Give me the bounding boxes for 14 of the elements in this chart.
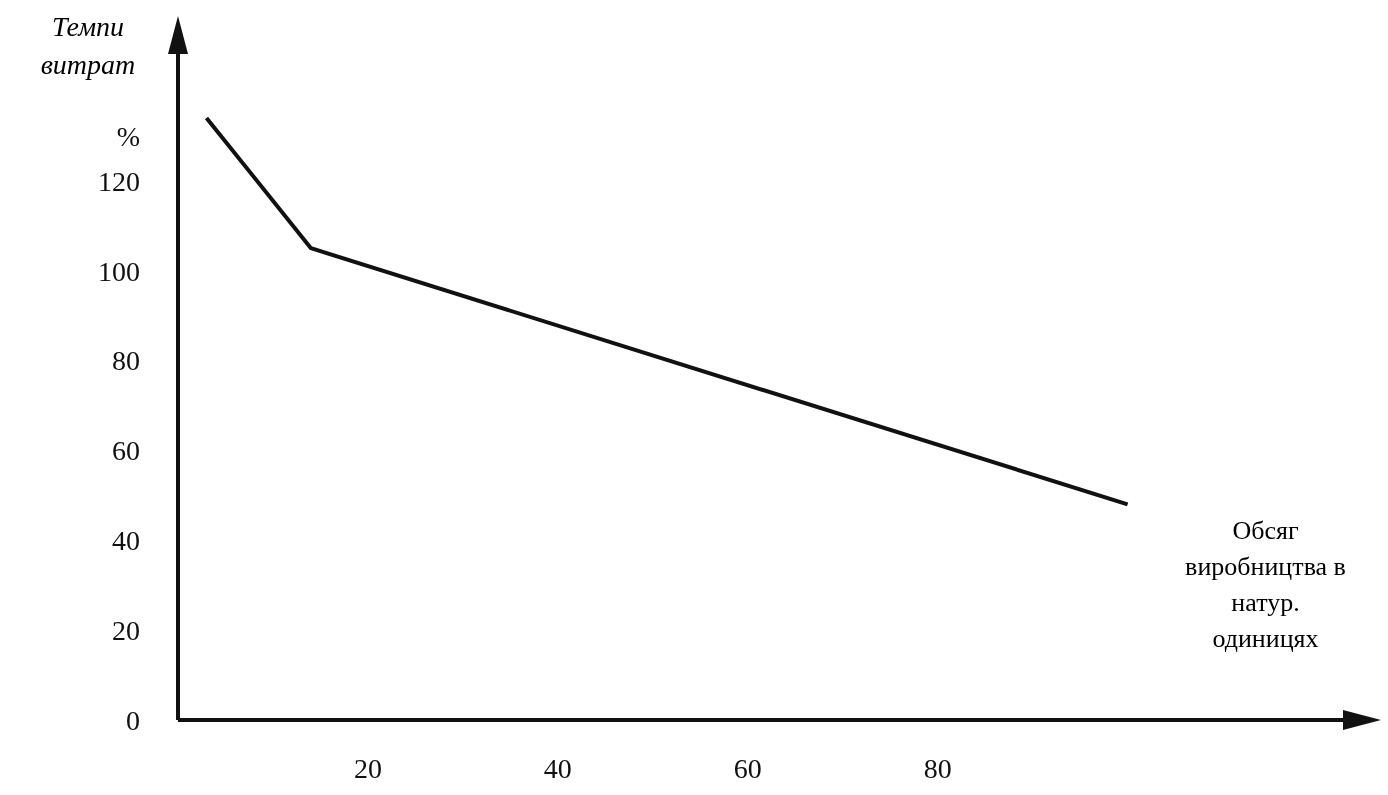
y-tick-label: 40: [112, 525, 140, 557]
y-tick-label: 100: [98, 255, 140, 287]
y-tick-label: 60: [112, 435, 140, 467]
y-tick-label: %: [116, 120, 140, 152]
x-tick-label: 80: [923, 752, 952, 784]
y-tick-label: 20: [112, 615, 140, 647]
x-axis-title: Обсяг виробництва в натур. одиницях: [1184, 515, 1347, 655]
y-tick-label: 120: [98, 165, 140, 197]
y-axis-title: Темпи витрат: [39, 10, 137, 82]
y-tick-label: 0: [126, 704, 140, 736]
x-tick-label: 40: [543, 752, 572, 784]
x-tick-label: 20: [353, 752, 382, 784]
y-tick-label: 80: [112, 345, 140, 377]
x-tick-label: 60: [733, 752, 762, 784]
